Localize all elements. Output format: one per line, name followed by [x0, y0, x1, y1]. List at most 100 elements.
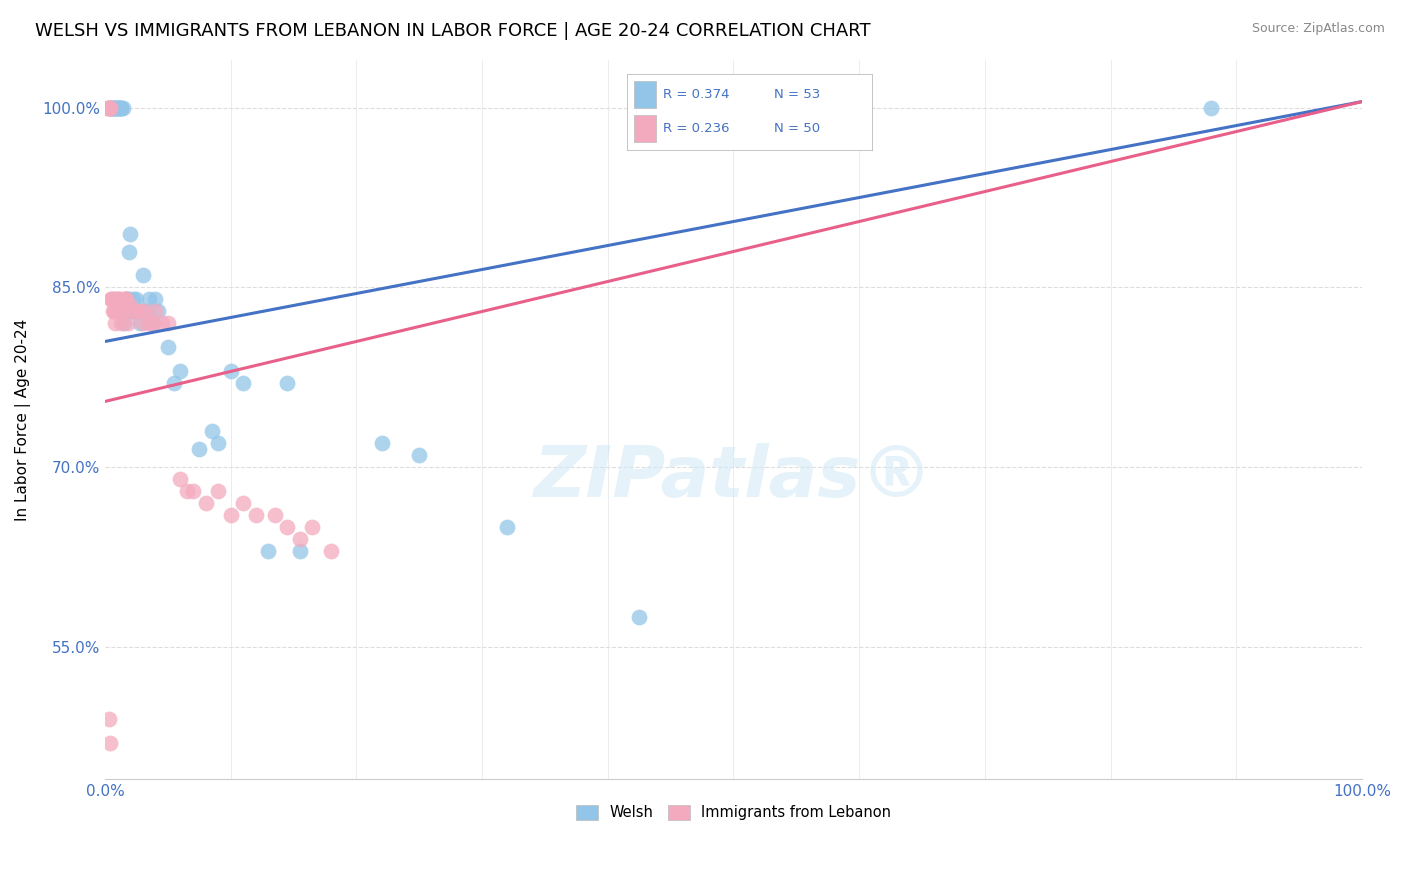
- Point: [169, 472, 191, 486]
- Point: [110, 317, 132, 331]
- Point: [105, 293, 128, 307]
- Point: [104, 101, 127, 115]
- Point: [181, 484, 204, 499]
- Point: [169, 364, 191, 378]
- Point: [150, 317, 173, 331]
- Point: [301, 520, 323, 534]
- Point: [257, 544, 280, 558]
- Point: [142, 317, 165, 331]
- Point: [122, 304, 145, 318]
- Point: [628, 610, 651, 624]
- Point: [105, 101, 128, 115]
- Point: [97, 101, 120, 115]
- Point: [118, 244, 141, 259]
- Point: [111, 304, 134, 318]
- Point: [108, 101, 131, 115]
- Point: [127, 304, 149, 318]
- Y-axis label: In Labor Force | Age 20-24: In Labor Force | Age 20-24: [15, 318, 31, 521]
- Point: [111, 101, 134, 115]
- Point: [128, 304, 150, 318]
- Point: [129, 317, 152, 331]
- Point: [163, 376, 186, 391]
- Point: [101, 101, 124, 115]
- Point: [98, 736, 121, 750]
- Point: [98, 101, 121, 115]
- Point: [288, 544, 311, 558]
- Text: Source: ZipAtlas.com: Source: ZipAtlas.com: [1251, 22, 1385, 36]
- Point: [97, 101, 120, 115]
- Point: [103, 293, 125, 307]
- Point: [98, 101, 121, 115]
- Point: [103, 101, 125, 115]
- Point: [201, 425, 224, 439]
- Point: [232, 496, 254, 510]
- Point: [107, 293, 129, 307]
- Point: [129, 304, 152, 318]
- Point: [194, 496, 217, 510]
- Point: [207, 484, 229, 499]
- Point: [146, 304, 169, 318]
- Point: [120, 304, 142, 318]
- Point: [110, 101, 132, 115]
- Point: [219, 508, 242, 523]
- Point: [117, 293, 139, 307]
- Point: [120, 227, 142, 241]
- Point: [176, 484, 198, 499]
- Point: [117, 293, 139, 307]
- Point: [370, 436, 392, 450]
- Point: [245, 508, 267, 523]
- Point: [121, 293, 143, 307]
- Point: [276, 520, 298, 534]
- Point: [142, 317, 165, 331]
- Point: [125, 293, 148, 307]
- Point: [263, 508, 285, 523]
- Point: [103, 304, 125, 318]
- Point: [115, 293, 138, 307]
- Point: [107, 101, 129, 115]
- Legend: Welsh, Immigrants from Lebanon: Welsh, Immigrants from Lebanon: [569, 799, 897, 826]
- Point: [108, 293, 131, 307]
- Point: [115, 293, 138, 307]
- Point: [131, 317, 153, 331]
- Point: [1199, 101, 1222, 115]
- Point: [496, 520, 519, 534]
- Point: [97, 712, 120, 726]
- Point: [101, 101, 124, 115]
- Point: [98, 101, 121, 115]
- Point: [114, 298, 136, 312]
- Point: [408, 449, 430, 463]
- Point: [288, 533, 311, 547]
- Point: [131, 268, 153, 283]
- Point: [96, 101, 118, 115]
- Point: [107, 101, 129, 115]
- Point: [100, 101, 122, 115]
- Text: WELSH VS IMMIGRANTS FROM LEBANON IN LABOR FORCE | AGE 20-24 CORRELATION CHART: WELSH VS IMMIGRANTS FROM LEBANON IN LABO…: [35, 22, 870, 40]
- Point: [117, 317, 139, 331]
- Point: [219, 364, 242, 378]
- Point: [156, 341, 179, 355]
- Point: [143, 304, 166, 318]
- Point: [104, 304, 127, 318]
- Point: [138, 317, 160, 331]
- Point: [120, 298, 142, 312]
- Point: [321, 544, 343, 558]
- Point: [121, 304, 143, 318]
- Point: [101, 293, 124, 307]
- Point: [100, 293, 122, 307]
- Point: [101, 304, 124, 318]
- Point: [107, 304, 129, 318]
- Point: [112, 293, 135, 307]
- Point: [138, 293, 160, 307]
- Point: [134, 304, 156, 318]
- Point: [156, 317, 179, 331]
- Point: [97, 101, 120, 115]
- Point: [114, 293, 136, 307]
- Point: [107, 293, 129, 307]
- Point: [188, 442, 211, 457]
- Point: [112, 304, 135, 318]
- Text: ZIPatlas®: ZIPatlas®: [534, 442, 934, 511]
- Point: [125, 304, 148, 318]
- Point: [107, 101, 129, 115]
- Point: [104, 317, 127, 331]
- Point: [112, 317, 135, 331]
